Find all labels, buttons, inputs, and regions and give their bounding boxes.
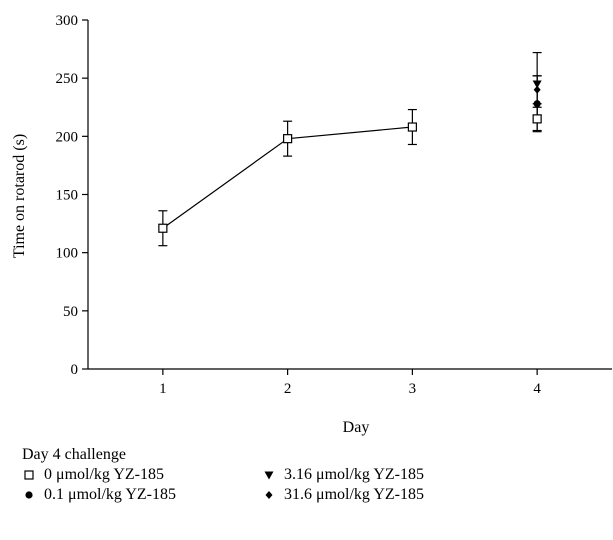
y-tick-label: 200 — [56, 129, 79, 145]
legend-symbol — [264, 471, 274, 480]
data-point — [283, 134, 293, 144]
data-point — [532, 114, 542, 124]
legend-symbol — [25, 491, 33, 499]
legend-marker — [264, 471, 274, 480]
y-tick-label: 0 — [71, 362, 79, 378]
legend-label: 31.6 μmol/kg YZ-185 — [284, 486, 424, 503]
axes: 0 50 100 150 200 250 300 1 2 3 4 — [56, 13, 612, 397]
legend-item: 0.1 μmol/kg YZ-185 — [22, 486, 262, 504]
series-0 — [158, 106, 542, 247]
x-tick-label: 2 — [284, 381, 292, 397]
chart-marks — [158, 51, 542, 247]
legend-label: 0 μmol/kg YZ-185 — [44, 466, 164, 483]
legend-symbol — [24, 470, 34, 480]
y-tick-label: 100 — [56, 246, 79, 262]
y-tick-label: 250 — [56, 71, 79, 87]
legend-marker — [25, 491, 33, 499]
x-tick-label: 1 — [159, 381, 167, 397]
legend-items: 0 μmol/kg YZ-185 3.16 μmol/kg YZ-185 0.1 μ… — [22, 466, 602, 504]
y-tick-label: 300 — [56, 13, 79, 29]
legend-label: 0.1 μmol/kg YZ-185 — [44, 486, 176, 503]
data-point — [407, 122, 417, 132]
data-point — [158, 223, 168, 233]
x-tick-label: 3 — [409, 381, 417, 397]
legend-symbol — [265, 491, 273, 499]
x-tick-label: 4 — [533, 381, 541, 397]
legend-item: 3.16 μmol/kg YZ-185 — [262, 466, 562, 484]
legend-label: 3.16 μmol/kg YZ-185 — [284, 466, 424, 483]
legend-marker — [265, 491, 273, 499]
data-point — [533, 85, 541, 94]
data-point — [533, 100, 541, 108]
y-axis-title: Time on rotarod (s) — [11, 134, 28, 258]
legend-item: 31.6 μmol/kg YZ-185 — [262, 486, 562, 504]
legend-marker — [24, 470, 34, 480]
legend: Day 4 challenge 0 μmol/kg YZ-185 3.16 μmo… — [22, 446, 602, 504]
x-axis-title: Day — [343, 419, 370, 436]
chart: 0 50 100 150 200 250 300 1 2 3 4 Time on rotarod (… — [11, 13, 612, 436]
y-tick-label: 150 — [56, 188, 79, 204]
legend-title: Day 4 challenge — [22, 446, 126, 463]
legend-item: 0 μmol/kg YZ-185 — [22, 466, 262, 484]
y-tick-label: 50 — [63, 304, 78, 320]
data-point — [532, 80, 542, 89]
